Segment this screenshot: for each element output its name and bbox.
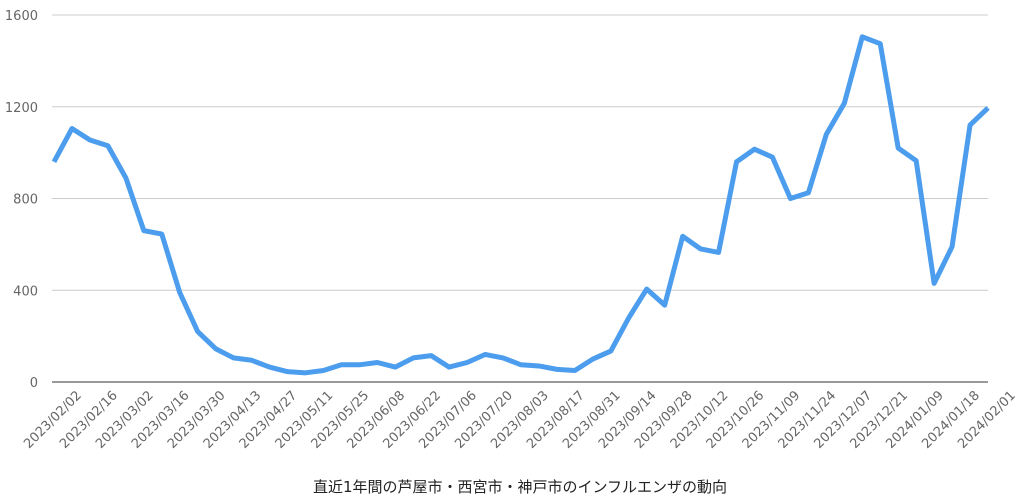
line-series <box>51 34 990 376</box>
y-tick-label: 1600 <box>5 9 38 24</box>
y-tick-label: 800 <box>13 193 38 208</box>
chart-title: 直近1年間の芦屋市・西宮市・神戸市のインフルエンザの動向 <box>313 478 727 496</box>
y-tick-label: 400 <box>13 284 38 299</box>
y-tick-label: 1200 <box>5 101 38 116</box>
y-tick-label: 0 <box>30 376 38 391</box>
